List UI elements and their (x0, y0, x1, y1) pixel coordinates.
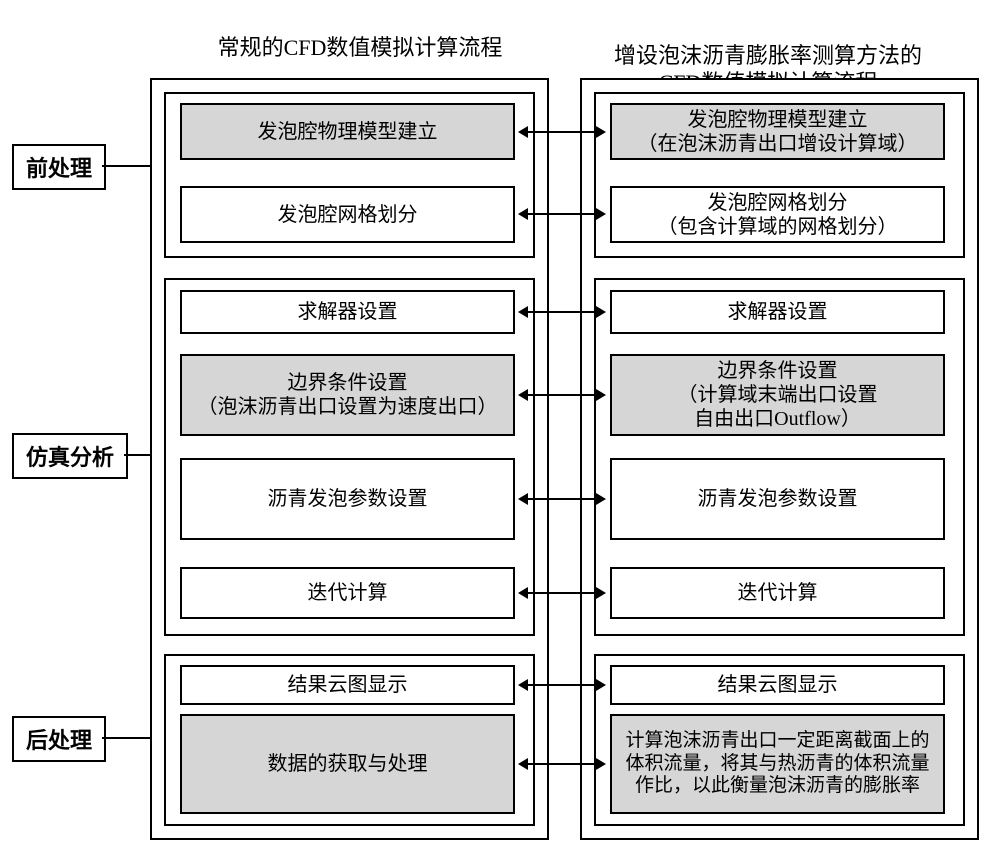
node-left-5: 迭代计算 (180, 567, 515, 619)
node-right-7: 计算泡沫沥青出口一定距离截面上的体积流量，将其与热沥青的体积流量作比，以此衡量泡… (610, 714, 945, 814)
link-row-1 (526, 213, 598, 215)
title-left-text: 常规的CFD数值模拟计算流程 (218, 35, 503, 60)
connector-sec1 (124, 454, 150, 456)
node-right-3: 边界条件设置 （计算域末端出口设置 自由出口Outflow） (610, 354, 945, 436)
section-label-0: 前处理 (12, 144, 106, 190)
node-left-3-text: 边界条件设置 （泡沫沥青出口设置为速度出口） (198, 371, 498, 419)
node-left-0: 发泡腔物理模型建立 (180, 103, 515, 160)
node-right-0-text: 发泡腔物理模型建立 （在泡沫沥青出口增设计算域） (638, 108, 918, 156)
section-label-2-text: 后处理 (26, 723, 92, 755)
node-right-6: 结果云图显示 (610, 665, 945, 705)
link-row-3 (526, 394, 598, 396)
node-left-6-text: 结果云图显示 (288, 673, 408, 697)
node-right-4: 沥青发泡参数设置 (610, 458, 945, 540)
node-left-1: 发泡腔网格划分 (180, 186, 515, 243)
section-label-1: 仿真分析 (12, 433, 128, 479)
node-right-2-text: 求解器设置 (728, 300, 828, 324)
node-left-4-text: 沥青发泡参数设置 (268, 487, 428, 511)
node-left-0-text: 发泡腔物理模型建立 (258, 120, 438, 144)
connector-sec0 (102, 165, 150, 167)
node-right-4-text: 沥青发泡参数设置 (698, 487, 858, 511)
link-row-4 (526, 498, 598, 500)
node-left-2: 求解器设置 (180, 290, 515, 334)
section-label-1-text: 仿真分析 (26, 440, 114, 472)
node-left-5-text: 迭代计算 (308, 581, 388, 605)
diagram-stage: 常规的CFD数值模拟计算流程 增设泡沫沥青膨胀率测算方法的 CFD数值模拟计算流… (0, 0, 1000, 851)
node-right-6-text: 结果云图显示 (718, 673, 838, 697)
node-right-0: 发泡腔物理模型建立 （在泡沫沥青出口增设计算域） (610, 103, 945, 160)
node-left-7: 数据的获取与处理 (180, 714, 515, 814)
node-right-7-text: 计算泡沫沥青出口一定距离截面上的体积流量，将其与热沥青的体积流量作比，以此衡量泡… (618, 730, 937, 798)
node-left-2-text: 求解器设置 (298, 300, 398, 324)
section-label-2: 后处理 (12, 716, 106, 762)
link-row-2 (526, 311, 598, 313)
node-right-2: 求解器设置 (610, 290, 945, 334)
node-left-1-text: 发泡腔网格划分 (278, 203, 418, 227)
link-row-5 (526, 592, 598, 594)
node-right-1-text: 发泡腔网格划分 （包含计算域的网格划分） (658, 191, 898, 239)
node-left-6: 结果云图显示 (180, 665, 515, 705)
node-right-3-text: 边界条件设置 （计算域末端出口设置 自由出口Outflow） (678, 359, 878, 431)
link-row-6 (526, 684, 598, 686)
connector-sec2 (102, 737, 150, 739)
link-row-0 (526, 131, 598, 133)
node-right-1: 发泡腔网格划分 （包含计算域的网格划分） (610, 186, 945, 243)
node-right-5: 迭代计算 (610, 567, 945, 619)
title-left: 常规的CFD数值模拟计算流程 (170, 30, 550, 62)
section-label-0-text: 前处理 (26, 151, 92, 183)
node-right-5-text: 迭代计算 (738, 581, 818, 605)
node-left-7-text: 数据的获取与处理 (268, 752, 428, 776)
node-left-3: 边界条件设置 （泡沫沥青出口设置为速度出口） (180, 354, 515, 436)
node-left-4: 沥青发泡参数设置 (180, 458, 515, 540)
link-row-7 (526, 763, 598, 765)
